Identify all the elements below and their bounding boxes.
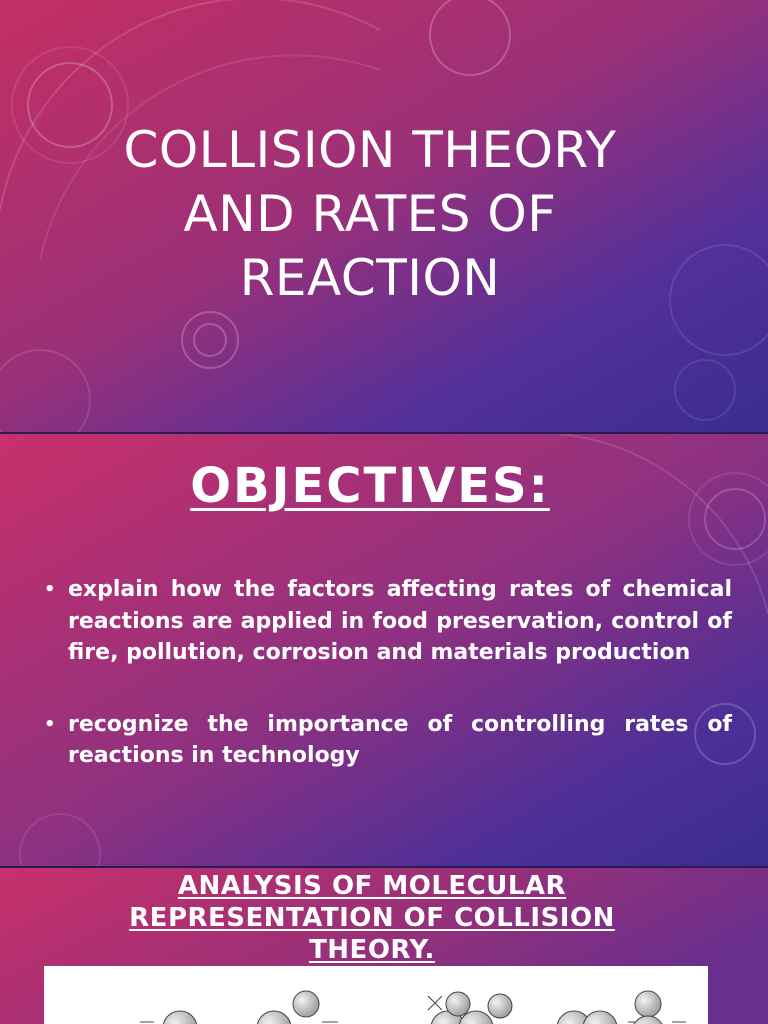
slide-background <box>0 434 768 866</box>
objective-text: explain how the factors affecting rates … <box>68 577 732 665</box>
slide-background <box>0 0 768 432</box>
list-item: • recognize the importance of controllin… <box>44 709 732 772</box>
presentation-title: COLLISION THEORY AND RATES OF REACTION <box>60 118 680 310</box>
heading-line: ANALYSIS OF MOLECULAR <box>177 871 567 901</box>
analysis-slide: ANALYSIS OF MOLECULAR REPRESENTATION OF … <box>0 868 768 1024</box>
atom <box>162 1010 198 1024</box>
title-line: AND RATES OF <box>183 185 557 243</box>
atom <box>292 990 320 1018</box>
bullet-icon: • <box>44 713 56 735</box>
molecule-diagram <box>44 966 708 1024</box>
bullet-icon: • <box>44 579 56 600</box>
atom <box>487 993 513 1019</box>
heading-line: REPRESENTATION OF COLLISION <box>129 903 615 933</box>
analysis-heading: ANALYSIS OF MOLECULAR REPRESENTATION OF … <box>60 870 684 966</box>
heading-line: THEORY. <box>309 935 435 965</box>
atom <box>458 1010 494 1024</box>
atom <box>445 991 471 1017</box>
atom <box>556 1010 592 1024</box>
objectives-list: • explain how the factors affecting rate… <box>44 574 732 772</box>
decorative-rings <box>0 0 768 432</box>
title-line: REACTION <box>239 249 501 307</box>
objective-text: recognize the importance of controlling … <box>68 711 732 769</box>
atom <box>256 1010 292 1024</box>
decorative-rings <box>19 434 768 866</box>
objectives-heading: OBJECTIVES: <box>190 458 550 514</box>
atom <box>582 1010 618 1024</box>
molecule-illustration <box>140 990 686 1024</box>
title-slide: COLLISION THEORY AND RATES OF REACTION <box>0 0 768 432</box>
list-item: • explain how the factors affecting rate… <box>44 574 732 669</box>
title-line: COLLISION THEORY <box>123 121 617 179</box>
atom <box>633 1015 663 1024</box>
objectives-slide: OBJECTIVES: • explain how the factors af… <box>0 434 768 866</box>
atom <box>634 990 662 1018</box>
